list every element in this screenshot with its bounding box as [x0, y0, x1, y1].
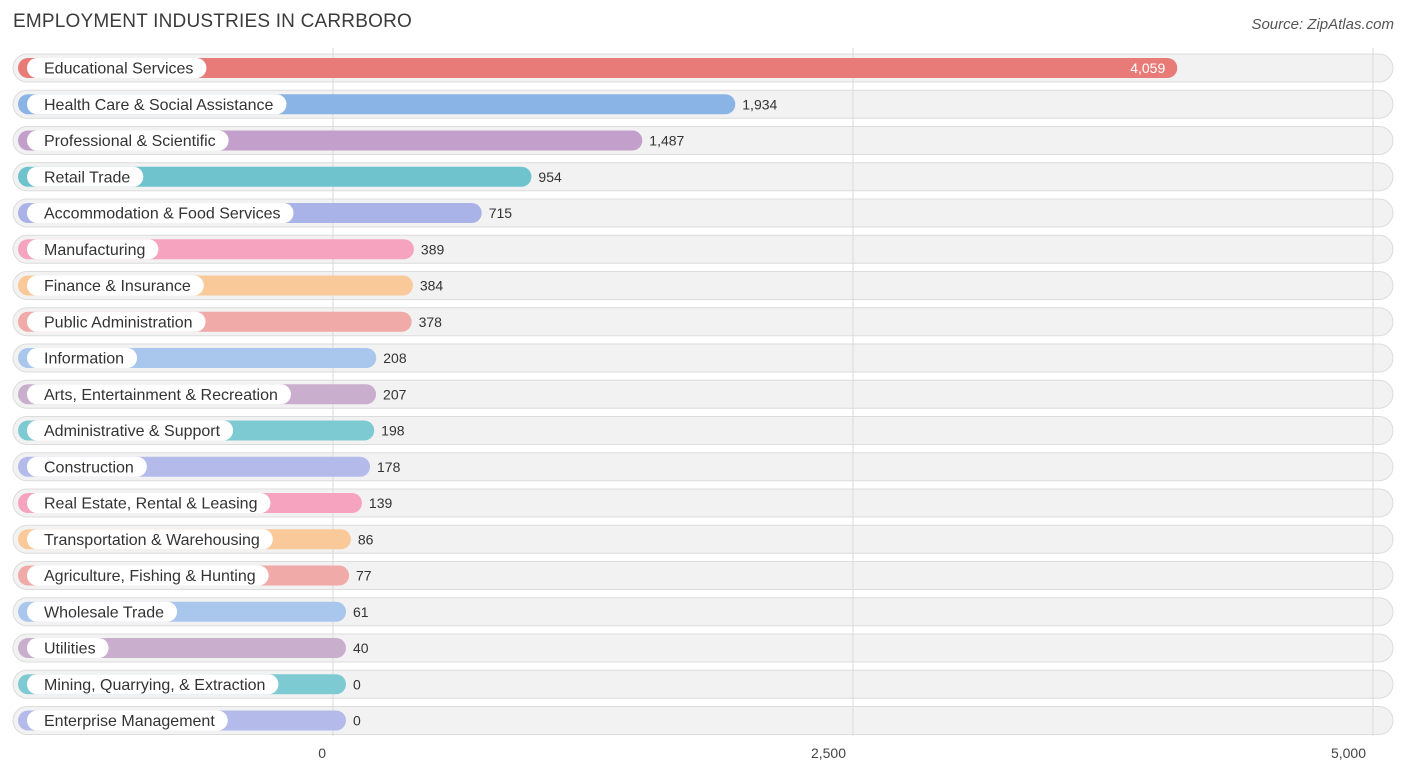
category-label: Information: [44, 351, 124, 368]
category-label: Wholesale Trade: [44, 604, 164, 621]
category-label: Professional & Scientific: [44, 133, 216, 150]
row-background: [12, 706, 1394, 735]
value-label: 77: [356, 568, 372, 584]
row-background: [12, 669, 1394, 699]
row-background: [12, 524, 1394, 554]
category-label-pill: [27, 166, 144, 187]
category-label-pill: [27, 239, 159, 260]
category-label-pill: [27, 94, 287, 115]
category-label: Construction: [44, 459, 134, 476]
category-label: Health Care & Social Assistance: [44, 97, 274, 114]
value-label: 0: [353, 713, 361, 729]
row-background: [12, 633, 1394, 663]
axis-tick-label: 0: [318, 745, 326, 761]
bar: [18, 166, 532, 187]
row-background: [12, 561, 1394, 590]
category-label: Retail Trade: [44, 169, 130, 186]
category-label-pill: [27, 456, 147, 477]
category-label: Accommodation & Food Services: [44, 206, 281, 223]
category-label: Arts, Entertainment & Recreation: [44, 387, 278, 404]
value-label: 1,487: [649, 133, 684, 149]
value-label: 389: [421, 241, 445, 257]
category-label: Public Administration: [44, 314, 193, 331]
category-label: Transportation & Warehousing: [44, 532, 260, 549]
category-label-pill: [27, 203, 294, 223]
value-label: 86: [358, 531, 374, 547]
category-label-pill: [27, 130, 229, 151]
source-note: Source: ZipAtlas.com: [1251, 16, 1394, 33]
value-label: 139: [369, 495, 393, 511]
value-label: 198: [381, 423, 405, 439]
category-label-pill: [27, 420, 234, 441]
category-label-pill: [27, 565, 269, 586]
category-label-pill: [27, 638, 109, 658]
category-label: Administrative & Support: [44, 423, 221, 440]
row-background: [12, 597, 1394, 627]
value-label: 1,934: [742, 96, 777, 112]
value-label: 378: [419, 314, 443, 330]
chart-title: EMPLOYMENT INDUSTRIES IN CARRBORO: [13, 11, 412, 32]
axis-tick-label: 2,500: [811, 745, 846, 761]
value-label: 0: [353, 676, 361, 692]
bar: [18, 58, 1178, 78]
category-label: Real Estate, Rental & Leasing: [44, 496, 257, 513]
category-label-pill: [27, 601, 178, 622]
category-label-pill: [27, 311, 206, 332]
value-label: 208: [383, 350, 407, 366]
category-label: Agriculture, Fishing & Hunting: [44, 568, 256, 585]
value-label: 954: [538, 169, 562, 185]
category-label: Finance & Insurance: [44, 278, 191, 295]
category-label-pill: [27, 58, 207, 78]
category-label: Utilities: [44, 641, 96, 658]
category-label-pill: [27, 674, 279, 695]
value-label: 178: [377, 459, 401, 475]
category-label: Educational Services: [44, 61, 193, 78]
value-label: 384: [420, 278, 444, 294]
category-label-pill: [27, 493, 271, 513]
category-label: Enterprise Management: [44, 713, 215, 730]
category-label-pill: [27, 529, 273, 550]
category-label-pill: [27, 275, 204, 296]
value-label: 715: [489, 205, 513, 221]
value-label: 61: [353, 604, 369, 620]
category-label-pill: [27, 710, 228, 731]
value-label: 4,059: [1130, 60, 1165, 76]
category-label-pill: [27, 348, 138, 368]
value-label: 40: [353, 640, 369, 656]
category-label: Manufacturing: [44, 242, 145, 259]
category-label-pill: [27, 384, 291, 405]
category-label: Mining, Quarrying, & Extraction: [44, 677, 265, 694]
axis-tick-label: 5,000: [1331, 745, 1366, 761]
value-label: 207: [383, 386, 407, 402]
